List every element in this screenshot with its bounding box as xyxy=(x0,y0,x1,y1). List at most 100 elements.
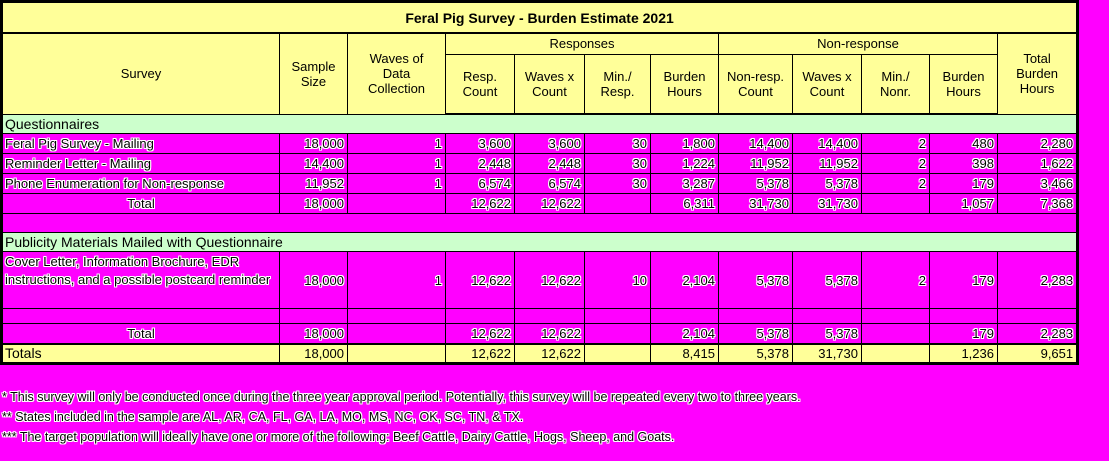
min-resp-cell: 30 xyxy=(584,133,651,154)
total-burden-cell: 9,651 xyxy=(996,342,1079,364)
nonresp-burden-cell: 179 xyxy=(929,251,998,309)
survey-name-cell: Feral Pig Survey - Mailing xyxy=(1,133,280,154)
footnote-2: ** States included in the sample are AL,… xyxy=(2,410,524,424)
nonresp-count-cell: 14,400 xyxy=(718,133,793,154)
col-header-resp-count: Resp. Count xyxy=(445,53,515,115)
nonresp-waves-cell: 31,730 xyxy=(792,342,862,364)
resp-waves-cell: 3,600 xyxy=(514,133,585,154)
nonresp-count-cell: 5,378 xyxy=(718,342,793,364)
nonresp-burden-cell: 1,057 xyxy=(929,193,998,214)
col-header-resp-burden: Burden Hours xyxy=(650,53,719,115)
spacer-row xyxy=(0,213,1079,233)
resp-burden-cell: 1,800 xyxy=(650,133,719,154)
waves-cell xyxy=(347,342,446,364)
min-nonr-cell xyxy=(861,342,930,364)
resp-count-cell xyxy=(445,308,515,324)
header-sub-row: Resp. Count Waves x Count Min./ Resp. Bu… xyxy=(2,53,1078,115)
waves-cell: 1 xyxy=(347,173,446,194)
title-row: Feral Pig Survey - Burden Estimate 2021 xyxy=(0,1,1079,34)
nonresp-count-cell: 5,378 xyxy=(718,323,793,344)
resp-waves-cell: 6,574 xyxy=(514,173,585,194)
nonresp-burden-cell xyxy=(929,308,998,324)
nonresp-burden-cell: 179 xyxy=(929,173,998,194)
sample-size-cell xyxy=(279,308,348,324)
row-reminder-letter: Reminder Letter - Mailing 14,400 1 2,448… xyxy=(1,153,1079,174)
min-nonr-cell xyxy=(861,308,930,324)
min-nonr-cell xyxy=(861,323,930,344)
sample-size-cell: 18,000 xyxy=(279,323,348,344)
col-header-nonresp-waves: Waves x Count xyxy=(792,53,862,115)
waves-cell xyxy=(347,308,446,324)
row-publicity-total: Total 18,000 12,622 12,622 2,104 5,378 5… xyxy=(1,323,1079,344)
nonresp-waves-cell: 5,378 xyxy=(792,251,862,309)
waves-cell: 1 xyxy=(347,153,446,174)
survey-name-cell: Cover Letter, Information Brochure, EDR … xyxy=(1,251,280,309)
waves-cell: 1 xyxy=(347,133,446,154)
burden-estimate-table: Feral Pig Survey - Burden Estimate 2021 … xyxy=(0,0,1080,365)
col-header-nonresp-count: Non-resp. Count xyxy=(718,53,793,115)
sample-size-cell: 18,000 xyxy=(279,193,348,214)
sample-size-cell: 18,000 xyxy=(279,342,348,364)
min-resp-cell xyxy=(584,193,651,214)
row-empty xyxy=(1,308,1079,324)
total-label-cell: Total xyxy=(1,193,280,214)
nonresp-count-cell: 5,378 xyxy=(718,173,793,194)
total-burden-cell: 2,283 xyxy=(996,323,1079,344)
waves-cell xyxy=(347,323,446,344)
nonresp-count-cell: 11,952 xyxy=(718,153,793,174)
sample-size-cell: 18,000 xyxy=(279,133,348,154)
row-feral-pig-mailing: Feral Pig Survey - Mailing 18,000 1 3,60… xyxy=(1,133,1079,154)
min-resp-cell: 30 xyxy=(584,153,651,174)
nonresp-waves-cell: 5,378 xyxy=(792,173,862,194)
resp-count-cell: 12,622 xyxy=(445,323,515,344)
survey-name-cell: Reminder Letter - Mailing xyxy=(1,153,280,174)
nonresp-waves-cell xyxy=(792,308,862,324)
min-resp-cell xyxy=(584,308,651,324)
resp-count-cell: 12,622 xyxy=(445,251,515,309)
sample-size-cell: 11,952 xyxy=(279,173,348,194)
col-header-min-nonr: Min./ Nonr. xyxy=(861,53,930,115)
footnotes: * This survey will only be conducted onc… xyxy=(2,387,1109,447)
resp-waves-cell: 12,622 xyxy=(514,193,585,214)
nonresp-burden-cell: 179 xyxy=(929,323,998,344)
total-burden-cell: 2,280 xyxy=(996,133,1079,154)
min-resp-cell xyxy=(584,342,651,364)
resp-count-cell: 12,622 xyxy=(445,193,515,214)
header-group-row: Survey Sample Size Waves of Data Collect… xyxy=(1,32,1079,115)
nonresp-waves-cell: 14,400 xyxy=(792,133,862,154)
resp-waves-cell: 12,622 xyxy=(514,323,585,344)
nonresp-waves-cell: 11,952 xyxy=(792,153,862,174)
total-burden-cell: 2,283 xyxy=(996,251,1079,309)
nonresp-count-cell xyxy=(718,308,793,324)
nonresp-waves-cell: 5,378 xyxy=(792,323,862,344)
min-resp-cell: 10 xyxy=(584,251,651,309)
total-burden-cell: 1,622 xyxy=(996,153,1079,174)
min-nonr-cell xyxy=(861,193,930,214)
resp-count-cell: 6,574 xyxy=(445,173,515,194)
resp-count-cell: 2,448 xyxy=(445,153,515,174)
resp-burden-cell: 2,104 xyxy=(650,323,719,344)
totals-label-cell: Totals xyxy=(1,342,280,364)
total-burden-cell: 3,466 xyxy=(996,173,1079,194)
row-cover-letter: Cover Letter, Information Brochure, EDR … xyxy=(1,251,1079,309)
resp-count-cell: 3,600 xyxy=(445,133,515,154)
min-nonr-cell: 2 xyxy=(861,133,930,154)
resp-burden-cell: 3,287 xyxy=(650,173,719,194)
resp-burden-cell: 1,224 xyxy=(650,153,719,174)
resp-burden-cell: 8,415 xyxy=(650,342,719,364)
resp-count-cell: 12,622 xyxy=(445,342,515,364)
nonresp-burden-cell: 1,236 xyxy=(929,342,998,364)
group-header-nonresponse: Non-response xyxy=(718,32,998,55)
min-nonr-cell: 2 xyxy=(861,173,930,194)
resp-waves-cell xyxy=(514,308,585,324)
waves-cell: 1 xyxy=(347,251,446,309)
resp-waves-cell: 2,448 xyxy=(514,153,585,174)
nonresp-count-cell: 5,378 xyxy=(718,251,793,309)
nonresp-burden-cell: 480 xyxy=(929,133,998,154)
resp-burden-cell: 2,104 xyxy=(650,251,719,309)
survey-name-cell: Phone Enumeration for Non-response xyxy=(1,173,280,194)
total-burden-cell xyxy=(996,308,1079,324)
nonresp-waves-cell: 31,730 xyxy=(792,193,862,214)
col-header-total-burden: Total Burden Hours xyxy=(996,32,1079,115)
section-band-questionnaires: Questionnaires xyxy=(0,113,1079,134)
